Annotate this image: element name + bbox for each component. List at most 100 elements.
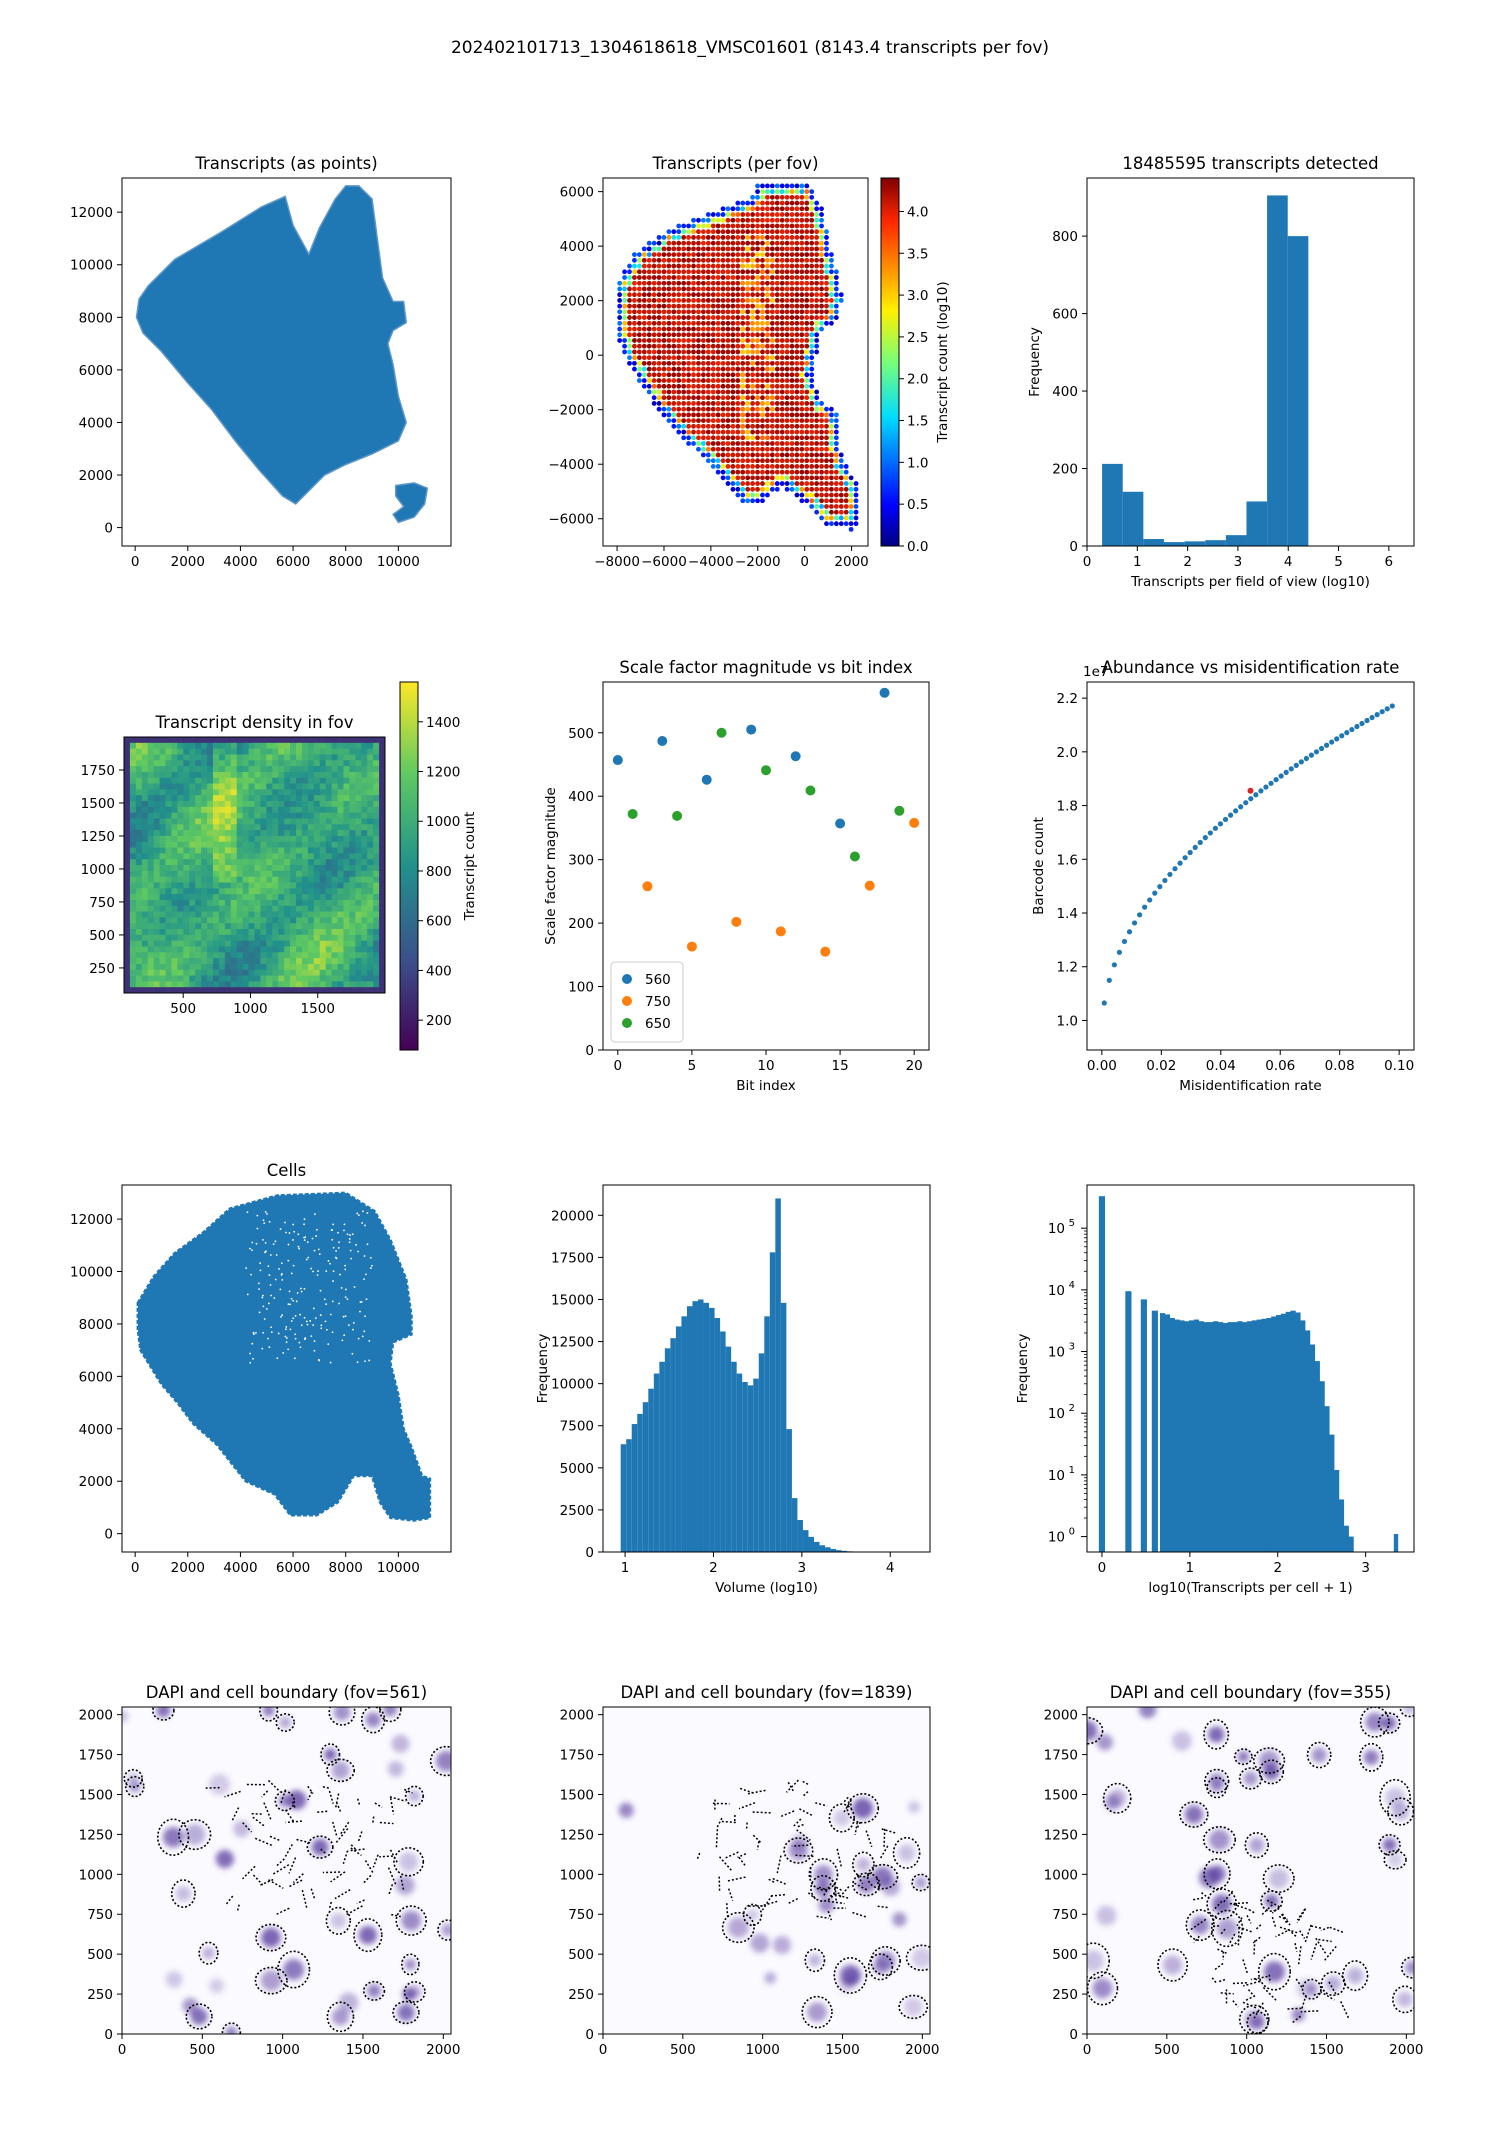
density-cell bbox=[212, 975, 220, 982]
boundary-fragment bbox=[335, 1828, 349, 1843]
density-cell bbox=[254, 946, 262, 953]
fov-cell bbox=[730, 446, 736, 452]
fov-cell bbox=[646, 263, 652, 269]
fov-cell bbox=[710, 257, 716, 263]
density-cell bbox=[349, 835, 356, 843]
fov-cell bbox=[799, 269, 805, 275]
fov-cell bbox=[725, 332, 731, 338]
fov-cell bbox=[774, 446, 780, 452]
fov-cell bbox=[705, 349, 711, 355]
fov-cell bbox=[853, 486, 859, 492]
fov-cell bbox=[671, 326, 677, 332]
series-650 bbox=[627, 727, 905, 862]
density-cell bbox=[266, 824, 273, 831]
density-cell bbox=[296, 748, 303, 756]
fov-cell bbox=[809, 212, 815, 217]
fov-cell bbox=[833, 286, 839, 292]
fov-cell bbox=[833, 435, 839, 441]
fov-cell bbox=[745, 343, 751, 349]
fov-cell bbox=[720, 269, 726, 275]
fov-cell bbox=[661, 315, 667, 320]
y-tick-label: 200 bbox=[1052, 462, 1078, 478]
fov-cell bbox=[799, 332, 805, 338]
density-cell bbox=[195, 894, 202, 901]
fov-cell bbox=[696, 429, 701, 435]
y-tick-label: 750 bbox=[568, 1907, 594, 1923]
fov-cell bbox=[804, 464, 810, 469]
fov-cell bbox=[641, 292, 647, 298]
density-cell bbox=[296, 987, 303, 993]
data-point bbox=[835, 818, 846, 829]
fov-cell bbox=[794, 217, 800, 223]
fov-cell bbox=[824, 521, 829, 527]
fov-cell bbox=[829, 297, 834, 303]
density-cell bbox=[183, 748, 190, 756]
gap bbox=[313, 1349, 316, 1352]
density-cell bbox=[147, 899, 155, 907]
fov-cell bbox=[794, 229, 800, 235]
density-cell bbox=[201, 771, 208, 779]
density-cell bbox=[337, 835, 345, 843]
density-cell bbox=[218, 806, 226, 814]
boundary-fragment bbox=[727, 1876, 746, 1882]
density-cell bbox=[290, 806, 297, 814]
fov-cell bbox=[686, 338, 691, 343]
fov-cell bbox=[735, 464, 741, 469]
fov-cell bbox=[809, 263, 815, 269]
fov-cell bbox=[848, 498, 854, 504]
nucleus bbox=[333, 1707, 351, 1721]
fov-cell bbox=[661, 257, 667, 263]
fov-cell bbox=[779, 412, 785, 418]
fov-cell bbox=[755, 389, 760, 395]
fov-cell bbox=[769, 366, 775, 372]
gap bbox=[306, 1241, 309, 1244]
density-cell bbox=[242, 783, 250, 790]
x-tick-label: 10000 bbox=[377, 1560, 420, 1576]
boundary-fragment bbox=[267, 1779, 281, 1793]
fov-cell bbox=[829, 452, 834, 458]
density-cell bbox=[367, 882, 374, 889]
density-cell bbox=[183, 882, 190, 889]
gap bbox=[245, 1267, 247, 1270]
density-cell bbox=[124, 865, 131, 872]
density-cell bbox=[195, 865, 202, 872]
fov-cell bbox=[671, 229, 677, 235]
fov-cell bbox=[740, 401, 746, 406]
cell-boundary bbox=[326, 2001, 355, 2033]
fov-cell bbox=[769, 435, 775, 441]
y-tick-label: 250 bbox=[87, 1987, 113, 2003]
fov-cell bbox=[651, 338, 657, 343]
density-cell bbox=[337, 905, 345, 913]
density-cell bbox=[379, 737, 385, 744]
gap bbox=[319, 1314, 322, 1316]
fov-cell bbox=[799, 498, 805, 504]
fov-cell bbox=[853, 492, 859, 498]
gap bbox=[317, 1270, 319, 1273]
fov-cell bbox=[764, 355, 770, 361]
fov-cell bbox=[627, 320, 632, 326]
fov-cell bbox=[730, 366, 736, 372]
x-tick-label: 0 bbox=[800, 554, 809, 570]
fov-cell bbox=[730, 332, 736, 338]
fov-cell bbox=[784, 435, 790, 441]
fov-cell bbox=[829, 269, 834, 275]
fov-cell bbox=[838, 292, 844, 298]
density-cell bbox=[307, 835, 315, 843]
nucleus bbox=[404, 1958, 417, 1971]
y-tick-label: 12000 bbox=[70, 1212, 113, 1228]
density-cell bbox=[135, 859, 143, 866]
fov-cell bbox=[784, 429, 790, 435]
histogram-bar bbox=[836, 1550, 842, 1552]
fov-cell bbox=[779, 338, 785, 343]
density-cell bbox=[349, 801, 356, 808]
histogram-bar bbox=[791, 1498, 798, 1552]
fov-cell bbox=[794, 486, 800, 492]
density-cell bbox=[153, 801, 161, 808]
histogram-bar bbox=[825, 1547, 831, 1552]
fov-cell bbox=[769, 292, 775, 298]
density-cell bbox=[124, 818, 131, 825]
fov-cell bbox=[681, 303, 687, 309]
fov-cell bbox=[760, 189, 765, 195]
density-cell bbox=[195, 789, 202, 796]
fov-cell bbox=[799, 303, 805, 309]
